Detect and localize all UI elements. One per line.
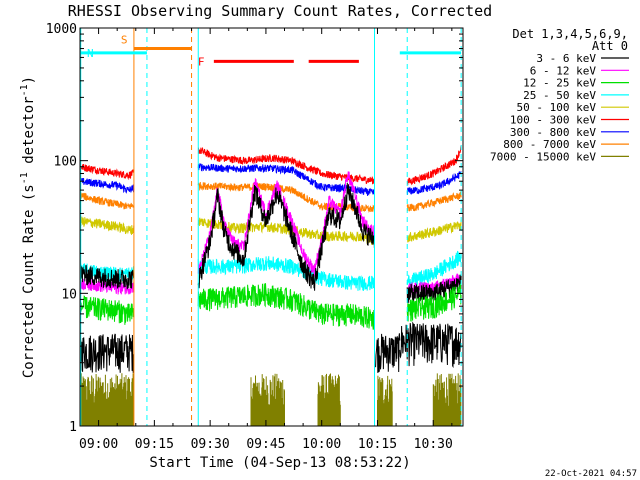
series-50-100kev-seg-1 (197, 217, 375, 246)
series-6-12kev-seg-0 (80, 277, 135, 295)
series-25-50kev-seg-1 (197, 256, 375, 292)
chart-title: RHESSI Observing Summary Count Rates, Co… (68, 2, 492, 20)
x-tick-label-1030: 10:30 (414, 437, 453, 452)
legend-label-6-12kev: 6 - 12 keV (530, 64, 597, 77)
series-3-6kev-seg-0 (80, 264, 135, 290)
series-100-300kev-seg-0 (80, 164, 135, 181)
x-tick-label-1015: 10:15 (358, 437, 397, 452)
legend-label-300-800kev: 300 - 800 keV (510, 126, 596, 139)
y-axis-label: Corrected Count Rate (s-1 detector-1) (19, 76, 37, 378)
legend-label-3-6kev: 3 - 6 keV (536, 52, 596, 65)
series-12-25kev-seg-2 (406, 283, 462, 322)
flag-label-n: N (87, 47, 94, 60)
legend-label-25-50kev: 25 - 50 keV (523, 89, 596, 102)
legend-header-attenuator: Att 0 (592, 39, 628, 53)
series-25-50kev-seg-2 (406, 250, 462, 291)
y-tick-label-100: 100 (54, 155, 77, 170)
x-axis-label: Start Time (04-Sep-13 08:53:22) (149, 455, 410, 471)
series-12-25kev-seg-1 (197, 283, 375, 330)
series-3-6kev-seg-2 (406, 274, 462, 305)
series-7000-15000-kev-burst-4 (432, 373, 462, 426)
series-100-300kev-seg-2 (406, 145, 462, 186)
plot-frame (79, 27, 464, 427)
series-7000-15000-kev-burst-0 (80, 373, 134, 426)
series-7000-15000-kev-burst-3 (377, 375, 393, 426)
footer-timestamp: 22-Oct-2021 04:57 (545, 469, 637, 479)
series-7000-15000-kev-burst-1 (250, 373, 285, 426)
series-3-6kev-seg-1 (197, 182, 375, 291)
x-tick-label-0900: 09:00 (79, 437, 118, 452)
legend-label-7000-15000kev: 7000 - 15000 keV (490, 150, 596, 163)
y-tick-label-10: 10 (61, 287, 77, 302)
flag-label-s: S (121, 34, 128, 47)
legend-label-800-7000kev: 800 - 7000 keV (503, 138, 596, 151)
x-tick-label-0930: 09:30 (191, 437, 230, 452)
y-tick-label-1000: 1000 (46, 22, 77, 37)
series-800-7000kev-seg-0 (80, 192, 135, 210)
series-300-800kev-seg-2 (406, 171, 462, 195)
series-800-7000kev-seg-2 (406, 191, 462, 212)
series-3-6-kev-low-0 (80, 333, 135, 373)
flag-label-f: F (198, 55, 205, 68)
series-12-25kev-seg-0 (80, 295, 135, 325)
series-3-6-kev-low-2 (399, 321, 462, 369)
legend-label-12-25kev: 12 - 25 keV (523, 77, 596, 90)
x-tick-label-1000: 10:00 (302, 437, 341, 452)
series-7000-15000-kev-burst-2 (317, 373, 341, 426)
series-100-300kev-seg-1 (198, 146, 375, 185)
x-tick-label-0915: 09:15 (135, 437, 174, 452)
x-tick-label-0945: 09:45 (246, 437, 285, 452)
legend-header-detectors: Det 1,3,4,5,6,9, (512, 27, 628, 41)
series-50-100kev-seg-2 (406, 219, 462, 243)
series-3-6-kev-low-1 (375, 333, 401, 373)
series-50-100kev-seg-0 (80, 216, 135, 235)
legend-label-50-100kev: 50 - 100 keV (517, 101, 597, 114)
y-tick-label-1: 1 (69, 420, 77, 435)
legend-label-100-300kev: 100 - 300 keV (510, 114, 596, 127)
series-300-800kev-seg-0 (80, 177, 135, 194)
